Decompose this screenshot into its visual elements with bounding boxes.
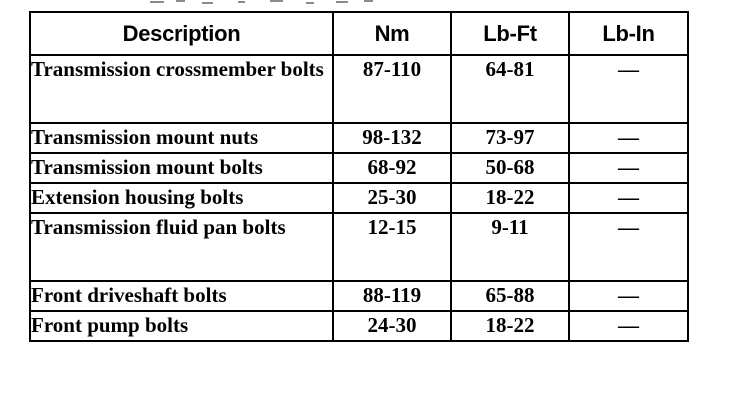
cell-description: Extension housing bolts <box>29 182 334 214</box>
cell-lbin: — <box>568 212 689 282</box>
table-row: Front pump bolts 24-30 18-22 — <box>29 310 689 342</box>
cell-nm: 88-119 <box>332 280 452 312</box>
cell-lbft: 64-81 <box>450 54 570 124</box>
table-body: Transmission crossmember bolts 87-110 64… <box>29 54 689 342</box>
column-header-lbin: Lb-In <box>568 11 689 56</box>
column-header-nm: Nm <box>332 11 452 56</box>
column-header-description: Description <box>29 11 334 56</box>
table-row: Front driveshaft bolts 88-119 65-88 — <box>29 280 689 312</box>
torque-spec-table: Description Nm Lb-Ft Lb-In Transmission … <box>29 11 689 342</box>
cell-nm: 98-132 <box>332 122 452 154</box>
cell-nm: 12-15 <box>332 212 452 282</box>
cell-nm: 87-110 <box>332 54 452 124</box>
cell-lbft: 18-22 <box>450 182 570 214</box>
cell-description: Transmission mount bolts <box>29 152 334 184</box>
table-row: Transmission mount bolts 68-92 50-68 — <box>29 152 689 184</box>
cell-description: Transmission crossmember bolts <box>29 54 334 124</box>
table-header: Description Nm Lb-Ft Lb-In <box>29 11 689 56</box>
table-row: Extension housing bolts 25-30 18-22 — <box>29 182 689 214</box>
cell-lbin: — <box>568 122 689 154</box>
cell-nm: 24-30 <box>332 310 452 342</box>
table-header-row: Description Nm Lb-Ft Lb-In <box>29 11 689 56</box>
table-row: Transmission fluid pan bolts 12-15 9-11 … <box>29 212 689 282</box>
cell-description: Front driveshaft bolts <box>29 280 334 312</box>
cell-lbin: — <box>568 280 689 312</box>
cell-lbft: 9-11 <box>450 212 570 282</box>
scan-artifact-speckle <box>150 0 380 6</box>
cell-lbft: 65-88 <box>450 280 570 312</box>
cell-lbin: — <box>568 54 689 124</box>
cell-lbin: — <box>568 152 689 184</box>
table-row: Transmission crossmember bolts 87-110 64… <box>29 54 689 124</box>
cell-description: Transmission mount nuts <box>29 122 334 154</box>
cell-description: Transmission fluid pan bolts <box>29 212 334 282</box>
cell-lbft: 73-97 <box>450 122 570 154</box>
torque-spec-table-container: Description Nm Lb-Ft Lb-In Transmission … <box>29 11 689 400</box>
cell-nm: 68-92 <box>332 152 452 184</box>
table-row: Transmission mount nuts 98-132 73-97 — <box>29 122 689 154</box>
cell-lbin: — <box>568 182 689 214</box>
cell-lbft: 18-22 <box>450 310 570 342</box>
cell-description: Front pump bolts <box>29 310 334 342</box>
column-header-lbft: Lb-Ft <box>450 11 570 56</box>
cell-nm: 25-30 <box>332 182 452 214</box>
cell-lbin: — <box>568 310 689 342</box>
cell-lbft: 50-68 <box>450 152 570 184</box>
